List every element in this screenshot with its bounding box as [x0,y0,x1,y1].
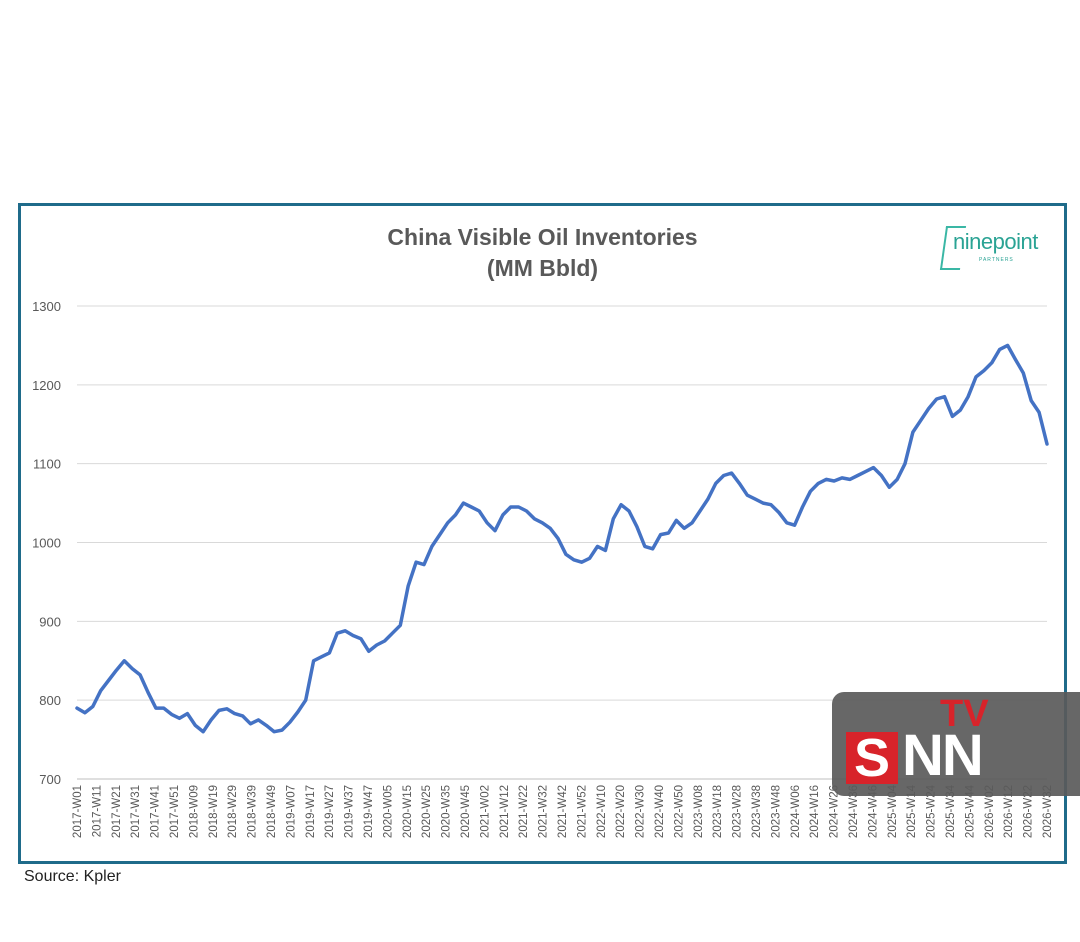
x-tick-label: 2023-W28 [732,785,744,838]
x-tick-label: 2024-W06 [790,785,802,838]
x-tick-label: 2023-W38 [751,785,763,838]
x-tick-label: 2022-W20 [615,785,627,838]
x-tick-label: 2021-W42 [557,785,569,838]
x-tick-label: 2026-W22 [1023,785,1035,838]
ninepoint-logo: ninepoint PARTNERS [939,222,1058,272]
source-note: Source: Kpler [24,868,121,885]
x-tick-label: 2022-W50 [673,785,685,838]
x-tick-label: 2026-W12 [1003,785,1015,838]
x-tick-label: 2018-W39 [247,785,259,838]
x-tick-label: 2017-W51 [169,785,181,838]
x-tick-label: 2019-W47 [363,785,375,838]
logo-brand-text: ninepoint [953,229,1038,254]
x-tick-label: 2021-W32 [538,785,550,838]
x-tick-label: 2024-W36 [848,785,860,838]
x-tick-label: 2017-W11 [91,785,103,837]
x-tick-label: 2020-W35 [441,785,453,838]
x-tick-label: 2021-W12 [499,785,511,838]
x-tick-labels: 2017-W01 2017-W11 2017-W21 2017-W31 2017-W41… [72,784,1054,838]
x-tick-label: 2023-W08 [693,785,705,838]
x-tick-label: 2026-W02 [984,785,996,838]
y-tick-label: 1200 [32,378,61,393]
x-tick-label: 2025-W34 [945,784,957,838]
x-tick-label: 2017-W41 [150,785,162,838]
y-tick-label: 1300 [32,299,61,314]
x-tick-label: 2017-W31 [130,785,142,838]
x-tick-label: 2023-W18 [712,785,724,838]
watermark-tv-text: TV [940,693,989,735]
x-tick-label: 2025-W24 [926,784,938,838]
chart-frame: China Visible Oil Inventories (MM Bbld) … [18,203,1067,864]
x-tick-label: 2019-W17 [305,785,317,838]
watermark-s-logo: S [846,731,898,785]
x-tick-label: 2021-W02 [479,785,491,838]
x-tick-label: 2018-W49 [266,785,278,838]
x-tick-label: 2022-W10 [596,785,608,838]
x-tick-label: 2019-W07 [285,785,297,838]
x-tick-label: 2024-W26 [829,785,841,838]
x-tick-label: 2017-W21 [111,785,123,838]
x-tick-label: 2020-W25 [421,785,433,838]
x-tick-label: 2025-W14 [906,784,918,838]
series-layer [75,343,1049,734]
x-tick-label: 2026-W32 [1042,785,1054,838]
x-tick-label: 2020-W45 [460,785,472,838]
x-tick-label: 2018-W29 [227,785,239,838]
series-line [75,343,1049,734]
x-tick-label: 2018-W19 [208,785,220,838]
chart-subtitle: (MM Bbld) [486,255,599,281]
y-tick-label: 1000 [32,536,61,551]
x-tick-label: 2018-W09 [188,785,200,838]
x-tick-label: 2020-W15 [402,785,414,838]
watermark-nn-text: NN [902,723,984,788]
x-tick-label: 2019-W27 [324,785,336,838]
x-tick-label: 2019-W37 [344,785,356,838]
logo-tagline: PARTNERS [979,257,1014,263]
x-tick-label: 2021-W52 [576,785,588,838]
chart-title: China Visible Oil Inventories [387,224,698,250]
x-tick-label: 2023-W48 [770,785,782,838]
x-tick-label: 2021-W22 [518,785,530,838]
chart-title-block: China Visible Oil Inventories (MM Bbld) [21,222,1064,284]
y-tick-label: 900 [39,614,61,629]
x-tick-label: 2017-W01 [72,785,84,838]
snn-tv-watermark: TV S NN [832,692,1080,796]
y-tick-label: 1100 [33,457,61,472]
x-tick-label: 2024-W16 [809,785,821,838]
y-tick-labels: 700 800 900 1000 1100 1200 1300 [32,299,61,787]
y-tick-label: 700 [39,772,61,787]
x-tick-label: 2025-W04 [887,784,899,838]
y-tick-label: 800 [39,693,61,708]
x-tick-label: 2020-W05 [382,785,394,838]
x-tick-label: 2025-W44 [964,784,976,838]
x-tick-label: 2024-W46 [867,785,879,838]
x-tick-label: 2022-W30 [635,785,647,838]
x-tick-label: 2022-W40 [654,785,666,838]
